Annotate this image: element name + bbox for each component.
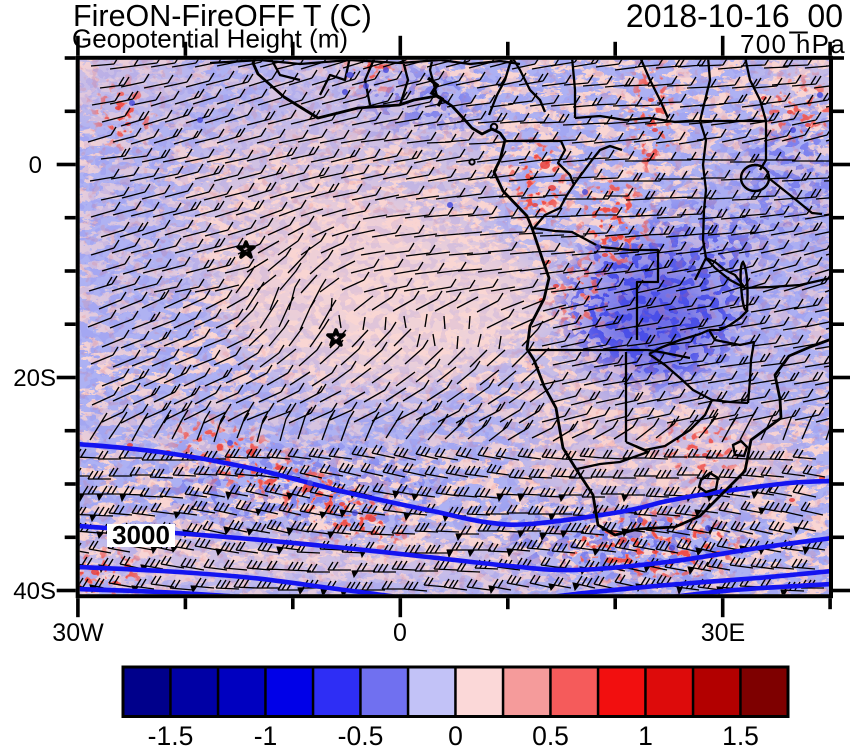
svg-text:1.5: 1.5 bbox=[722, 721, 759, 750]
svg-text:-0.5: -0.5 bbox=[338, 721, 384, 750]
svg-text:700 hPa: 700 hPa bbox=[740, 29, 846, 59]
svg-text:30E: 30E bbox=[701, 619, 745, 647]
svg-text:0.5: 0.5 bbox=[532, 721, 569, 750]
svg-text:30W: 30W bbox=[52, 619, 104, 647]
svg-text:FireON-FireOFF T (C): FireON-FireOFF T (C) bbox=[73, 0, 372, 33]
svg-text:Geopotential Height (m): Geopotential Height (m) bbox=[72, 24, 348, 54]
svg-text:1: 1 bbox=[638, 721, 653, 750]
svg-text:0: 0 bbox=[448, 721, 463, 750]
svg-text:3000: 3000 bbox=[112, 520, 170, 550]
svg-text:-1: -1 bbox=[254, 721, 278, 750]
svg-text:-1.5: -1.5 bbox=[148, 721, 194, 750]
svg-text:40S: 40S bbox=[13, 578, 56, 605]
svg-text:0: 0 bbox=[393, 619, 407, 647]
svg-text:0: 0 bbox=[29, 152, 42, 179]
svg-text:20S: 20S bbox=[13, 365, 56, 392]
svg-text:2018-10-16_00: 2018-10-16_00 bbox=[626, 0, 843, 34]
